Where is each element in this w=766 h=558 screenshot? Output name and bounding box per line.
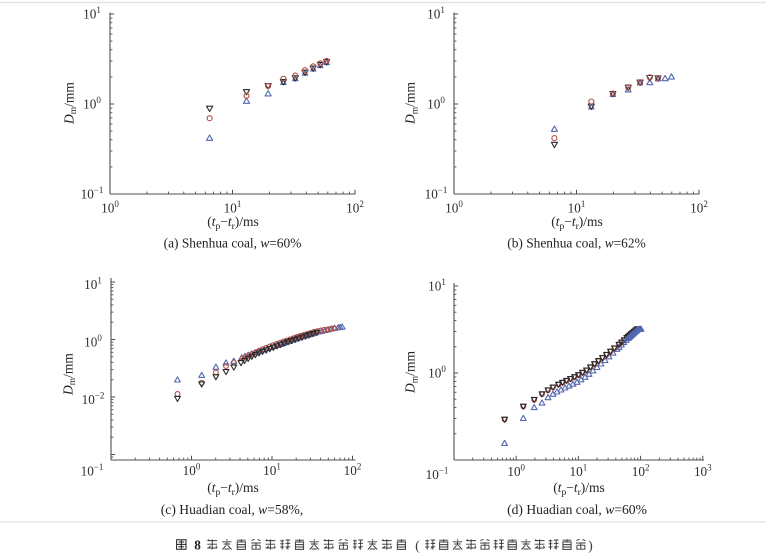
svg-text:(tp−tr)/ms: (tp−tr)/ms: [207, 214, 259, 232]
svg-text:(tp−tr)/ms: (tp−tr)/ms: [551, 214, 603, 232]
svg-text:(d) Huadian coal, w=60%: (d) Huadian coal, w=60%: [507, 502, 647, 518]
svg-text:): ): [588, 539, 593, 554]
svg-text:(c) Huadian coal, w=58%,: (c) Huadian coal, w=58%,: [161, 502, 303, 518]
svg-text:Dm/mm: Dm/mm: [403, 82, 421, 125]
svg-text:(: (: [415, 539, 420, 554]
svg-text:(tp−tr)/ms: (tp−tr)/ms: [207, 480, 259, 498]
svg-text:(b) Shenhua coal, w=62%: (b) Shenhua coal, w=62%: [507, 236, 645, 251]
svg-text:Dm/mm: Dm/mm: [403, 351, 421, 394]
svg-text:8: 8: [194, 537, 201, 552]
svg-text:(a) Shenhua coal, w=60%: (a) Shenhua coal, w=60%: [164, 236, 302, 251]
svg-text:(tp−tr)/ms: (tp−tr)/ms: [553, 480, 605, 498]
svg-text:Dm/mm: Dm/mm: [60, 353, 78, 396]
svg-text:Dm/mm: Dm/mm: [61, 82, 79, 125]
